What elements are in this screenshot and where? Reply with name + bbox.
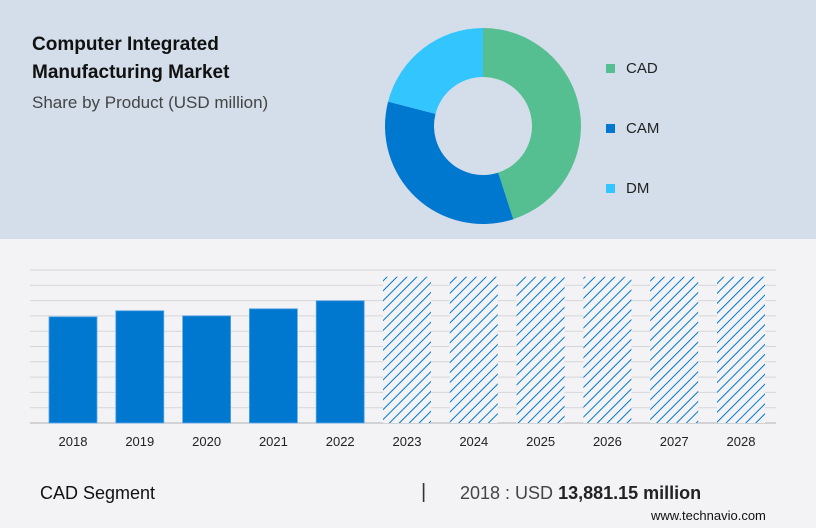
bar-2026: [583, 276, 632, 423]
separator: |: [421, 481, 427, 503]
site-url: www.technavio.com: [651, 508, 766, 523]
x-tick-2023: 2023: [393, 434, 422, 449]
bars: [48, 276, 765, 424]
x-tick-2019: 2019: [125, 434, 154, 449]
chart-title: Computer Integrated Manufacturing Market: [32, 34, 230, 83]
x-tick-2018: 2018: [59, 434, 88, 449]
x-tick-2025: 2025: [526, 434, 555, 449]
x-tick-2024: 2024: [459, 434, 488, 449]
donut-chart: [385, 28, 581, 224]
donut-slice-cad: [483, 28, 581, 220]
segment-value: 2018 : USD 13,881.15 million: [460, 483, 701, 504]
legend-item-cam: CAM: [606, 120, 659, 137]
legend-label: CAM: [626, 120, 660, 137]
bar-2022: [315, 300, 365, 424]
legend-label: CAD: [626, 60, 658, 77]
bar-2024: [449, 276, 498, 423]
chart-subtitle: Share by Product (USD million): [32, 93, 269, 112]
bar-2025: [516, 276, 565, 423]
bar-2021: [248, 308, 298, 424]
legend-item-dm: DM: [606, 180, 649, 197]
legend-swatch: [606, 184, 615, 193]
donut-slice-dm: [388, 28, 483, 114]
value-label: 13,881.15 million: [558, 483, 702, 503]
year-label: 2018 : USD: [460, 483, 559, 503]
bar-2023: [383, 276, 431, 423]
segment-label: CAD Segment: [40, 483, 156, 503]
legend-swatch: [606, 64, 615, 73]
legend-swatch: [606, 124, 615, 133]
x-tick-2021: 2021: [259, 434, 288, 449]
bar-2027: [650, 276, 699, 423]
x-tick-2026: 2026: [593, 434, 622, 449]
x-axis-ticks: 2018 2019 2020 2021 2022 2023 2024 2025 2026 2027…: [59, 434, 756, 449]
bar-2028: [717, 276, 765, 423]
legend-item-cad: CAD: [606, 60, 658, 77]
x-tick-2022: 2022: [326, 434, 355, 449]
donut-slice-cam: [385, 101, 514, 224]
bar-2018: [48, 316, 98, 424]
bar-2020: [182, 315, 232, 424]
x-tick-2020: 2020: [192, 434, 221, 449]
x-tick-2028: 2028: [727, 434, 756, 449]
legend-label: DM: [626, 180, 650, 197]
bar-2019: [115, 310, 165, 424]
x-tick-2027: 2027: [660, 434, 689, 449]
